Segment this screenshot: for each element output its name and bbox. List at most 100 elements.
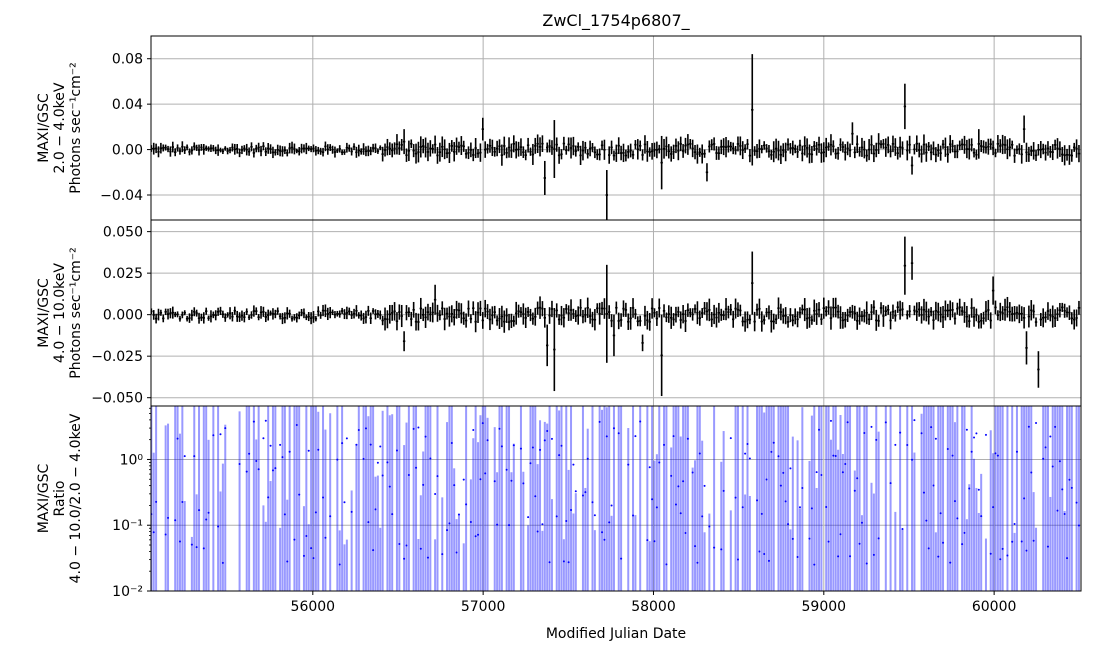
ratio-point xyxy=(937,555,940,558)
ratio-point xyxy=(834,454,837,457)
ratio-bar xyxy=(744,494,747,591)
ratio-point xyxy=(973,436,976,439)
ratio-point xyxy=(796,556,799,559)
ratio-point xyxy=(202,547,205,550)
ratio-bar xyxy=(853,470,856,591)
ratio-bar xyxy=(1058,406,1061,591)
ratio-point xyxy=(670,474,673,477)
ratio-bar xyxy=(252,406,255,591)
ratio-bar xyxy=(183,500,186,591)
ratio-bar xyxy=(536,464,539,591)
ratio-bar xyxy=(765,406,768,591)
ratio-point xyxy=(770,450,773,453)
ratio-point xyxy=(286,560,289,563)
ratio-bar xyxy=(608,406,611,591)
ratio-bar xyxy=(953,422,956,591)
ratio-bar xyxy=(441,497,444,591)
ratio-bar xyxy=(288,406,291,591)
ratio-bar xyxy=(782,406,785,591)
ratio-point xyxy=(965,428,968,431)
ratio-bar xyxy=(262,505,265,591)
ratio-bar xyxy=(674,406,677,591)
ratio-bar xyxy=(574,493,577,591)
ratio-point xyxy=(391,513,394,516)
ratio-bar xyxy=(863,406,866,591)
ratio-bar xyxy=(665,406,668,591)
ratio-bar xyxy=(584,487,587,591)
ratio-point xyxy=(1051,465,1054,468)
ratio-point xyxy=(603,538,606,541)
ratio-point xyxy=(911,458,914,461)
ratio-point xyxy=(930,426,933,429)
ratio-point xyxy=(355,443,358,446)
ratio-bar xyxy=(973,458,976,591)
ratio-bar xyxy=(457,513,460,591)
ratio-point xyxy=(756,499,759,502)
ratio-point xyxy=(865,562,868,565)
ratio-point xyxy=(450,441,453,444)
ratio-point xyxy=(415,466,418,469)
ratio-bar xyxy=(565,406,568,591)
ratio-point xyxy=(684,532,687,535)
ratio-bar xyxy=(741,406,744,591)
ratio-bar xyxy=(841,453,844,591)
ratio-point xyxy=(543,439,546,442)
ratio-point xyxy=(307,449,310,452)
ratio-point xyxy=(632,514,635,517)
ratio-point xyxy=(913,419,916,422)
ratio-bar xyxy=(412,406,415,591)
ratio-bar xyxy=(217,406,220,591)
ratio-point xyxy=(350,510,353,513)
ratio-bar xyxy=(791,436,794,591)
ratio-point xyxy=(765,478,768,481)
x-axis: 56000 57000 58000 59000 60000 xyxy=(291,591,1016,615)
ratio-point xyxy=(837,555,840,558)
ratio-point xyxy=(403,557,406,560)
ratio-bar xyxy=(777,406,780,591)
ratio-bar xyxy=(677,406,680,591)
ratio-point xyxy=(949,561,952,564)
ratio-bar xyxy=(548,406,551,591)
ratio-bar xyxy=(639,406,642,591)
ratio-bar xyxy=(450,406,453,591)
ratio-point xyxy=(536,530,539,533)
ratio-point xyxy=(1070,486,1073,489)
ratio-bar xyxy=(293,406,296,591)
ratio-point xyxy=(648,466,651,469)
ratio-point xyxy=(846,421,849,424)
ratio-bar xyxy=(560,406,563,591)
y-tick-label: −0.050 xyxy=(91,391,143,407)
ratio-point xyxy=(1025,549,1028,552)
ratio-bar xyxy=(996,406,999,591)
ratio-point xyxy=(338,563,341,566)
ratio-point xyxy=(178,540,181,543)
ratio-bar xyxy=(1051,406,1054,591)
ratio-bar xyxy=(772,406,775,591)
ratio-point xyxy=(634,435,637,438)
ratio-point xyxy=(283,513,286,516)
ratio-point xyxy=(598,420,601,423)
ratio-bar xyxy=(818,406,821,591)
ratio-bar xyxy=(212,406,215,591)
ratio-point xyxy=(827,540,830,543)
ratio-bar xyxy=(531,406,534,591)
ratio-point xyxy=(555,515,558,518)
ratio-bar xyxy=(376,475,379,591)
ratio-bar xyxy=(341,406,344,591)
y-tick-label: 0.08 xyxy=(112,52,143,68)
ratio-point xyxy=(980,515,983,518)
ratio-bar xyxy=(591,406,594,591)
ratio-bar xyxy=(1049,496,1052,591)
ratio-point xyxy=(767,559,770,562)
ratio-point xyxy=(655,506,658,509)
ratio-point xyxy=(381,474,384,477)
ratio-point xyxy=(376,461,379,464)
ratio-point xyxy=(586,457,589,460)
ratio-bar xyxy=(195,494,198,591)
series-hard xyxy=(151,236,1081,397)
ratio-point xyxy=(570,508,573,511)
ratio-bar xyxy=(570,406,573,591)
ratio-bar xyxy=(446,422,449,591)
ratio-bar xyxy=(632,406,635,591)
ratio-bar xyxy=(663,406,666,591)
